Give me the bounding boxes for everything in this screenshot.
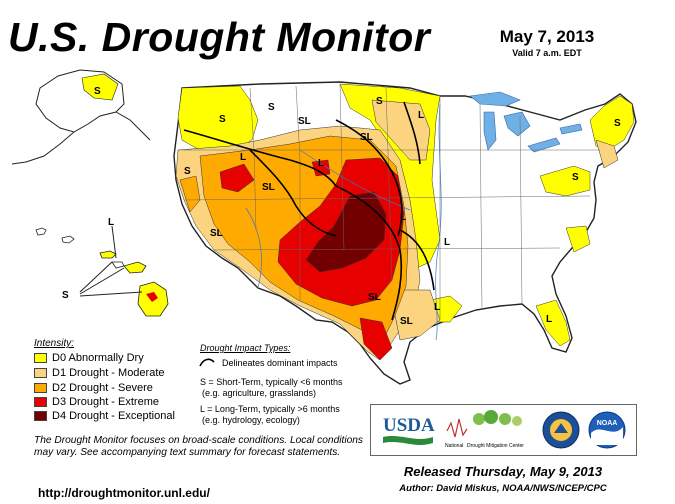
legend-label-d3: D3 Drought - Extreme — [52, 395, 159, 408]
map-label-sl-montana: SL — [298, 116, 311, 127]
noaa-logo-text: NOAA — [597, 420, 618, 427]
state-borders — [178, 83, 600, 320]
map-label-l-nevada: L — [240, 152, 246, 163]
map-label-s-north-dakota: S — [376, 96, 383, 107]
noaa-logo-icon: NOAA — [588, 411, 626, 449]
doc-seal-icon — [542, 411, 580, 449]
map-title: U.S. Drought Monitor — [8, 14, 431, 60]
map-label-s-idaho: S — [268, 102, 275, 113]
alaska-d0-region — [81, 73, 119, 101]
map-label-l-florida: L — [546, 314, 552, 325]
impact-long-term: L = Long-Term, typically >6 months — [200, 404, 340, 414]
map-label-sl-california: SL — [210, 228, 223, 239]
d0-swatch — [34, 352, 47, 363]
map-label-sl-dakotas: SL — [360, 132, 373, 143]
d4-regions — [305, 191, 387, 273]
author-credit: Author: David Miskus, NOAA/NWS/NCEP/CPC — [399, 483, 607, 494]
ndmc-name-line2: Drought Mitigation Center — [467, 443, 524, 449]
rivers — [245, 103, 442, 341]
legend-item-d3: D3 Drought - Extreme — [34, 395, 159, 408]
usda-logo-text: USDA — [383, 415, 435, 436]
map-label-sl-utah: SL — [262, 182, 275, 193]
d1-swatch — [34, 367, 47, 378]
d3-swatch — [34, 396, 47, 407]
map-label-l-louisiana: L — [434, 302, 440, 313]
release-date: Released Thursday, May 9, 2013 — [403, 464, 603, 479]
map-label-sl-texas-north: SL — [368, 292, 381, 303]
alaska-map — [11, 69, 151, 165]
d2-swatch — [34, 382, 47, 393]
map-label-sl-texas-east: SL — [400, 316, 413, 327]
ndmc-logo: National Drought Mitigation Center — [445, 410, 524, 449]
legend-item-d0: D0 Abnormally Dry — [34, 351, 144, 364]
legend-label-d1: D1 Drought - Moderate — [52, 366, 165, 379]
map-label-l-wyoming: L — [318, 158, 324, 169]
usda-swoosh-icon — [383, 436, 433, 445]
valid-time: Valid 7 a.m. EDT — [512, 48, 582, 58]
impact-short-term: S = Short-Term, typically <6 months — [200, 377, 343, 387]
map-label-s-alaska: S — [94, 86, 101, 97]
great-lakes — [469, 91, 583, 153]
impact-delineates: Delineates dominant impacts — [222, 358, 338, 368]
legend-label-d2: D2 Drought - Severe — [52, 381, 153, 394]
map-label-l-minnesota: L — [418, 110, 424, 121]
impact-long-term-example: (e.g. hydrology, ecology) — [202, 415, 300, 425]
impact-legend-title: Drought Impact Types: — [200, 343, 291, 353]
impact-line-glyph — [199, 358, 215, 367]
legend-title: Intensity: — [34, 338, 75, 349]
legend-item-d4: D4 Drought - Exceptional — [34, 409, 175, 422]
map-label-s-hawaii: S — [62, 290, 69, 301]
d4-swatch — [34, 410, 47, 421]
map-date: May 7, 2013 — [499, 27, 595, 46]
hawaii-map — [35, 225, 169, 317]
ndmc-name-line1: National — [445, 443, 463, 449]
legend-label-d0: D0 Abnormally Dry — [52, 351, 144, 364]
legend-item-d1: D1 Drought - Moderate — [34, 366, 165, 379]
map-label-l-missouri: L — [444, 237, 450, 248]
partner-logos: USDA National Drought Mitigation Center … — [370, 404, 637, 456]
impact-short-term-example: (e.g. agriculture, grasslands) — [202, 388, 317, 398]
impact-boundaries — [183, 101, 435, 321]
map-label-l-kansas: L — [400, 212, 406, 223]
map-label-s-pacific-nw: S — [219, 114, 226, 125]
website-url[interactable]: http://droughtmonitor.unl.edu/ — [38, 486, 210, 500]
disclaimer-note: The Drought Monitor focuses on broad-sca… — [34, 435, 364, 458]
map-label-s-pennsylvania: S — [572, 172, 579, 183]
legend-item-d2: D2 Drought - Severe — [34, 381, 153, 394]
map-label-s-new-england: S — [614, 118, 621, 129]
map-label-s-oregon: S — [184, 166, 191, 177]
map-label-l-hawaii: L — [108, 217, 114, 228]
legend-label-d4: D4 Drought - Exceptional — [52, 409, 175, 422]
